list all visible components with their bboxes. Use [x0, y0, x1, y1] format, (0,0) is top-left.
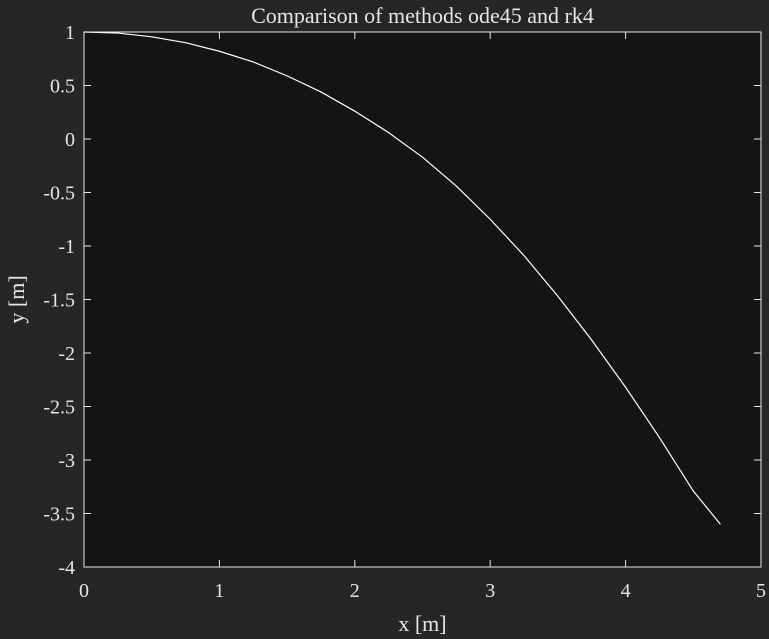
y-tick-label: -2: [58, 343, 75, 365]
y-tick-label: 0: [65, 129, 75, 151]
x-tick-label: 0: [79, 580, 89, 602]
x-tick-label: 1: [214, 580, 224, 602]
y-tick-label: 1: [65, 22, 75, 44]
chart-title: Comparison of methods ode45 and rk4: [251, 3, 594, 28]
y-tick-label: -4: [58, 557, 75, 579]
y-tick-label: -1: [58, 236, 75, 258]
x-tick-label: 2: [350, 580, 360, 602]
axes-background: [84, 32, 761, 567]
series-line: [83, 31, 721, 525]
axes-box: [83, 31, 762, 568]
y-tick-label: -2.5: [43, 397, 75, 419]
x-tick-label: 3: [485, 580, 495, 602]
x-tick-label: 4: [621, 580, 631, 602]
y-tick-label: -3: [58, 450, 75, 472]
x-axis-label: x [m]: [398, 611, 446, 636]
tick-labels: 0 1 2 3 4 5 1 0.5 0 -0.5 -1 -1.5 -2 -2.5 -3 -3.5 -4: [43, 22, 766, 602]
y-tick-label: -3.5: [43, 504, 75, 526]
y-tick-label: 0.5: [50, 76, 75, 98]
y-tick-label: -0.5: [43, 183, 75, 205]
y-axis-label: y [m]: [4, 275, 29, 323]
x-tick-label: 5: [756, 580, 766, 602]
y-tick-label: -1.5: [43, 290, 75, 312]
